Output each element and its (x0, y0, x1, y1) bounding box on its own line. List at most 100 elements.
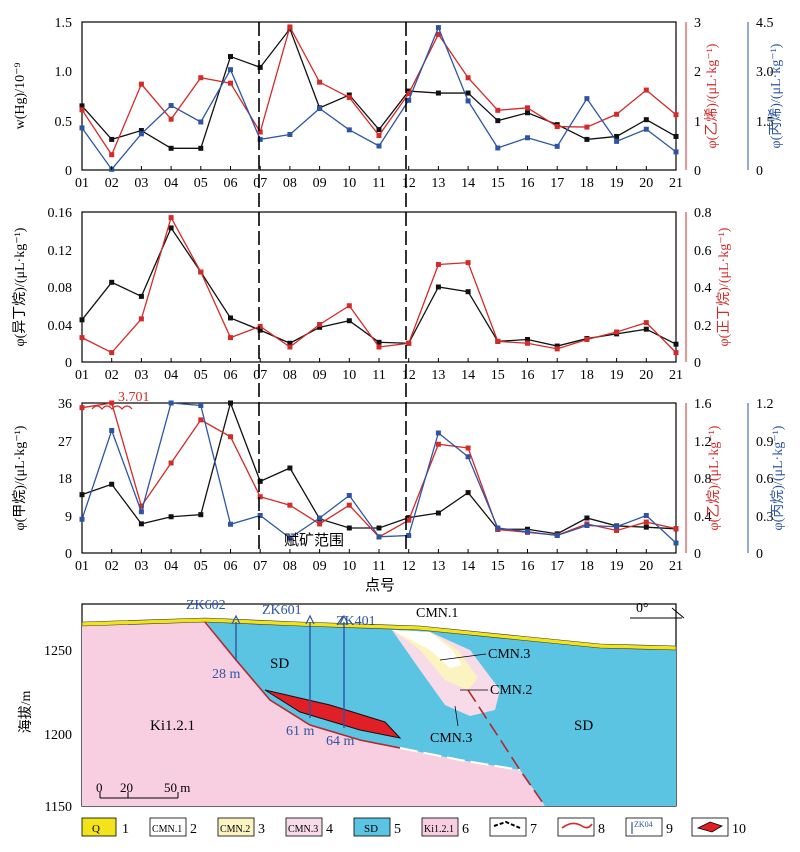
data-point (287, 344, 293, 350)
panel-hg-ethylene-propylene: 0 0.5 1.0 1.5 w(Hg)/10⁻⁹ 0 1 2 3 φ(乙烯)/(… (13, 16, 784, 191)
y-axis-label: w(Hg)/10⁻⁹ (13, 63, 28, 130)
x-tick-label: 05 (194, 559, 208, 574)
tick-label: 9 (65, 510, 72, 525)
x-tick-label: 07 (253, 176, 267, 191)
data-point (257, 494, 263, 500)
legend-text: CMN.2 (220, 824, 250, 835)
x-tick-label: 20 (639, 176, 653, 191)
x-tick-label: 21 (669, 559, 683, 574)
data-point (228, 521, 233, 527)
x-tick-label: 15 (491, 559, 505, 574)
unit-label: SD (270, 656, 289, 672)
x-tick-label: 14 (461, 368, 475, 383)
x-tick-label: 08 (283, 559, 297, 574)
cmn2-layer (392, 630, 478, 690)
data-point (109, 279, 115, 285)
data-point (257, 136, 263, 142)
scale-label: 50 m (164, 780, 190, 795)
drillhole-label: ZK602 (186, 598, 226, 613)
data-point (673, 341, 679, 347)
data-point (525, 135, 530, 141)
tick-label: 0 (694, 547, 701, 562)
data-point (465, 445, 471, 451)
data-point (168, 514, 174, 520)
drillhole-label: ZK401 (336, 614, 376, 629)
data-point (138, 81, 144, 87)
data-point (228, 54, 233, 60)
data-point (435, 90, 441, 96)
legend-text: CMN.1 (152, 824, 182, 835)
x-tick-label: 09 (313, 559, 327, 574)
panel-2-series (79, 215, 679, 356)
tick-label: 0.6 (756, 472, 774, 487)
data-point (138, 509, 144, 515)
legend-number: 4 (326, 822, 333, 837)
data-point (406, 91, 412, 97)
ore-zone-label: 赋矿范围 (284, 532, 344, 549)
right-axis-red: 0 0.2 0.4 0.6 0.8 φ(正丁烷)/(μL·kg⁻¹) (685, 206, 732, 371)
tick-label: 0.12 (48, 244, 73, 259)
legend-text: SD (364, 823, 378, 835)
data-point (346, 303, 352, 309)
data-point (406, 340, 412, 346)
data-point (79, 516, 85, 522)
data-point (346, 502, 352, 508)
tick-label: 0 (756, 547, 763, 562)
x-tick-labels: 01 02 03 04 05 06 07 08 09 10 11 12 13 14 15 16 17 18 19 20… (75, 549, 683, 574)
drillhole-marker (305, 614, 315, 625)
x-tick-label: 01 (75, 368, 89, 383)
data-point (287, 502, 293, 508)
data-point (287, 465, 293, 471)
data-point (673, 526, 679, 532)
data-point (525, 337, 530, 342)
data-point (584, 136, 590, 142)
data-point (376, 143, 382, 149)
tick-label: 0.5 (55, 115, 73, 130)
x-tick-label: 05 (194, 368, 208, 383)
x-tick-label: 09 (313, 176, 327, 191)
unit-label: SD (574, 718, 593, 734)
x-tick-label: 14 (461, 559, 475, 574)
data-point (643, 117, 649, 123)
legend-number: 5 (394, 822, 401, 837)
data-point (79, 317, 85, 323)
tick-label: 4.5 (756, 16, 774, 31)
data-point (198, 119, 204, 125)
legend-swatch-ki (421, 817, 459, 837)
data-point (435, 262, 441, 267)
data-point (584, 515, 590, 521)
x-tick-label: 18 (580, 368, 594, 383)
data-point (317, 79, 323, 85)
x-tick-label: 13 (431, 559, 445, 574)
depth-label: 61 m (286, 724, 315, 739)
peak-annotation: 3.701 (118, 390, 150, 405)
right-axis-blue: 0 0.3 0.6 0.9 1.2 φ(丙烷)/(μL·kg⁻¹) (747, 397, 786, 562)
x-tick-label: 08 (283, 176, 297, 191)
data-point (109, 152, 115, 158)
depth-label: 28 m (212, 667, 241, 682)
data-point (317, 324, 323, 330)
data-point (138, 503, 144, 509)
x-tick-label: 16 (521, 368, 535, 383)
x-tick-label: 19 (610, 368, 624, 383)
data-point (198, 403, 204, 408)
data-point (495, 145, 501, 151)
data-point (109, 481, 115, 487)
tick-label: 0 (756, 164, 763, 179)
data-point (643, 320, 649, 326)
left-axis: 0 0.5 1.0 1.5 w(Hg)/10⁻⁹ (13, 16, 72, 179)
data-point (168, 400, 174, 406)
drillhole-marker (231, 614, 241, 625)
y-axis-label: 海拔/m (18, 691, 34, 734)
unit-label: CMN.1 (416, 606, 458, 621)
data-point (287, 131, 293, 137)
series-line (81, 226, 677, 347)
tick-label: 0.8 (694, 472, 712, 487)
data-point (168, 145, 174, 151)
x-tick-label: 12 (402, 176, 416, 191)
tick-label: 0 (694, 356, 701, 371)
data-point (673, 540, 679, 546)
tick-label: 0.08 (48, 281, 73, 296)
data-point (228, 80, 233, 86)
tick-label: 0.4 (694, 281, 712, 296)
